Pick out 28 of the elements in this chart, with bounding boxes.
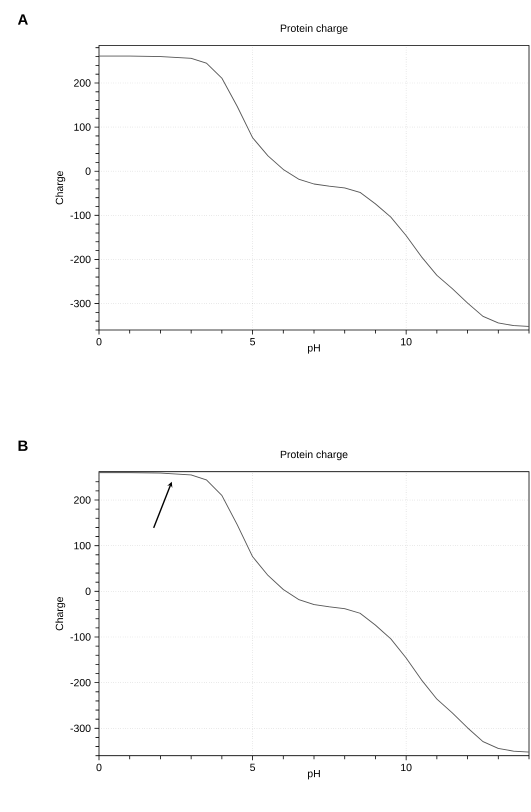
y-tick-label: 200	[74, 79, 91, 87]
y-tick-label: -200	[70, 256, 91, 264]
x-tick-label: 10	[401, 338, 412, 346]
y-tick-label: -100	[70, 633, 91, 641]
x-axis-title: pH	[308, 770, 320, 780]
y-tick-label: -300	[70, 300, 91, 308]
line-series	[99, 472, 530, 753]
x-tick-label: 0	[96, 764, 102, 772]
chart-title: Protein charge	[280, 450, 348, 460]
chart-title: Protein charge	[280, 24, 348, 34]
y-tick-label: 200	[74, 496, 91, 504]
y-tick-label: 0	[86, 168, 91, 175]
y-tick-label: 0	[86, 588, 91, 596]
y-axis-title: Charge	[55, 171, 66, 204]
x-tick-label: 5	[250, 338, 256, 346]
line-series	[99, 56, 530, 327]
text: B	[18, 440, 28, 451]
y-axis-title: Charge	[55, 597, 66, 630]
y-tick-label: -100	[70, 212, 91, 220]
y-tick-label: -300	[70, 724, 91, 732]
y-tick-label: 100	[74, 542, 91, 550]
x-tick-label: 10	[401, 764, 412, 772]
y-tick-label: -200	[70, 678, 91, 686]
x-axis-title: pH	[308, 344, 320, 354]
x-tick-label: 5	[250, 764, 256, 772]
x-tick-label: 0	[96, 338, 102, 346]
text: A	[18, 14, 28, 25]
y-tick-label: 100	[74, 123, 91, 131]
